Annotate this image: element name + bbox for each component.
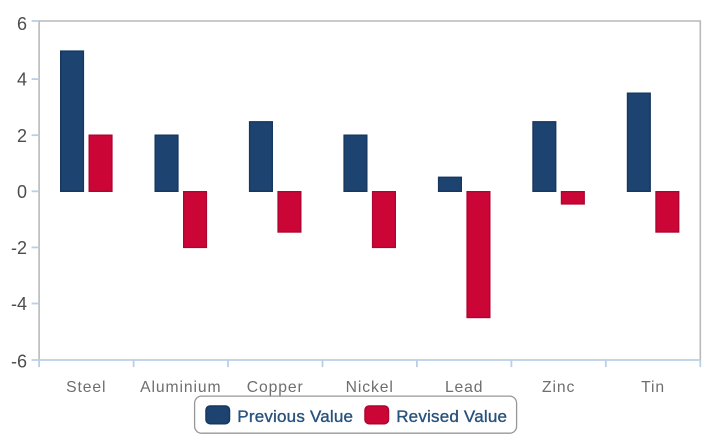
svg-text:-2: -2	[11, 238, 27, 258]
svg-text:Zinc: Zinc	[542, 379, 575, 396]
svg-text:Nickel: Nickel	[346, 379, 394, 396]
svg-text:Tin: Tin	[641, 379, 665, 396]
svg-text:6: 6	[17, 14, 27, 34]
svg-text:Previous Value: Previous Value	[237, 407, 353, 426]
svg-text:-4: -4	[11, 294, 27, 314]
svg-text:2: 2	[17, 126, 27, 146]
svg-text:Revised Value: Revised Value	[396, 407, 507, 426]
svg-text:Lead: Lead	[445, 379, 484, 396]
svg-text:Copper: Copper	[247, 379, 304, 396]
svg-text:Aluminium: Aluminium	[140, 379, 221, 396]
svg-text:0: 0	[17, 182, 27, 202]
svg-text:4: 4	[17, 70, 27, 90]
svg-text:Steel: Steel	[66, 379, 106, 396]
svg-text:-6: -6	[11, 352, 27, 372]
